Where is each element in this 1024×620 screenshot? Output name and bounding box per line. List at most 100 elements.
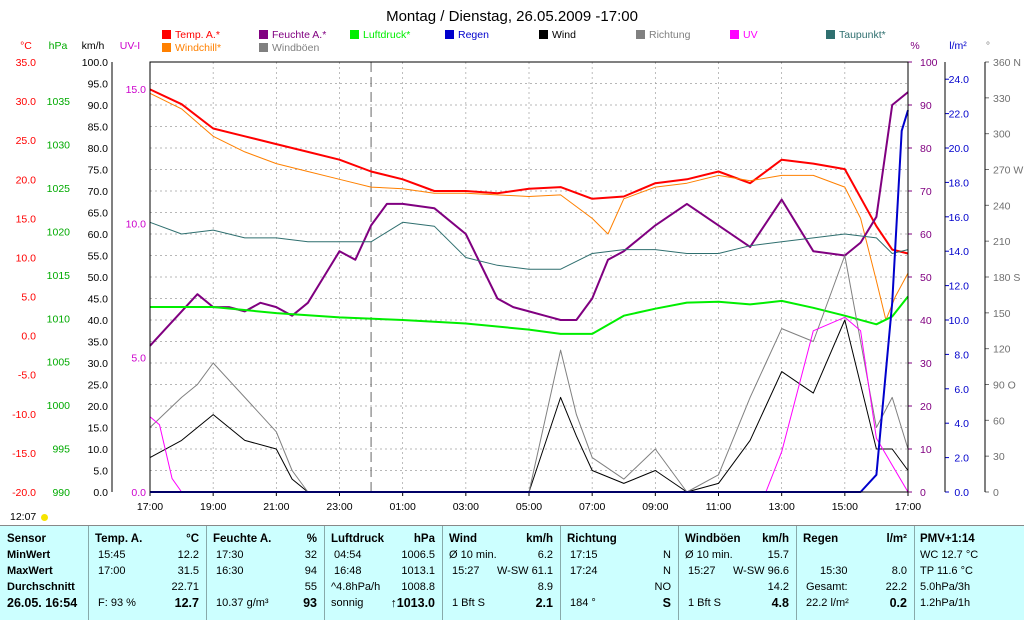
wind-max-time: 15:27 xyxy=(452,565,480,577)
plot-frame xyxy=(149,61,909,493)
pressure-extra: sonnig xyxy=(331,597,364,609)
y-tick-temp: 20.0 xyxy=(16,174,37,186)
y-tick-temp: 5.0 xyxy=(21,292,36,304)
wind-unit: km/h xyxy=(526,533,553,545)
legend-swatch xyxy=(259,43,268,52)
rain-val: 8.0 xyxy=(891,565,907,577)
y-tick-rain: 10.0 xyxy=(949,315,970,327)
y-tick-humidity: 40 xyxy=(920,315,932,327)
y-tick-humidity: 20 xyxy=(920,401,932,413)
grid xyxy=(150,62,908,492)
x-tick-label: 03:00 xyxy=(453,501,479,512)
direction-min: N xyxy=(663,549,671,561)
legend-swatch xyxy=(636,30,645,39)
y-tick-rain: 2.0 xyxy=(954,453,969,465)
series-feuchte-a xyxy=(149,91,909,347)
y-tick-pressure: 990 xyxy=(52,487,70,499)
y-tick-wind: 0.0 xyxy=(93,487,108,499)
chart-svg: Montag / Dienstag, 26.05.2009 -17:00 Tem… xyxy=(12,8,1023,512)
gusts-header: Windböen xyxy=(685,533,741,545)
y-tick-rain: 14.0 xyxy=(949,246,970,258)
humidity-header: Feuchte A. xyxy=(213,533,272,545)
direction-header: Richtung xyxy=(567,533,617,545)
gusts-block: Windböen km/h Ø 10 min. 15.7 15:27 W-SW 96.… xyxy=(678,526,797,620)
pmv-dewpoint: TP 11.6 °C xyxy=(920,565,973,577)
y-tick-direction: 300 xyxy=(993,129,1011,141)
y-tick-temp: 25.0 xyxy=(16,135,37,147)
y-tick-direction: 330 xyxy=(993,93,1011,105)
temp-max: 31.5 xyxy=(177,565,199,577)
legend-label: Temp. A.* xyxy=(175,29,220,41)
y-tick-wind: 20.0 xyxy=(88,401,109,413)
y-tick-temp: -20.0 xyxy=(12,487,36,499)
pressure-block: Luftdruck hPa 04:54 1006.5 16:48 1013.1 ^4.… xyxy=(324,526,443,620)
pmv-windchill: WC 12.7 °C xyxy=(920,549,979,561)
gusts-avg10-label: Ø 10 min. xyxy=(685,549,733,561)
y-tick-wind: 95.0 xyxy=(88,79,109,91)
rain-extra: 22.2 l/m² xyxy=(806,597,849,609)
legend-swatch xyxy=(730,30,739,39)
axis-unit-temp: °C xyxy=(20,40,32,52)
humidity-min: 32 xyxy=(304,549,317,561)
legend-swatch xyxy=(445,30,454,39)
rain-total: 22.2 xyxy=(885,581,907,593)
direction-extra: 184 ° xyxy=(570,597,596,609)
y-tick-humidity: 50 xyxy=(920,272,932,284)
y-tick-wind: 100.0 xyxy=(82,57,108,69)
legend-swatch xyxy=(162,30,171,39)
sensor-block: Sensor MinWert MaxWert Durchschnitt 26.0… xyxy=(0,526,89,620)
gusts-unit: km/h xyxy=(762,533,789,545)
direction-min-time: 17:15 xyxy=(570,549,598,561)
y-tick-wind: 60.0 xyxy=(88,229,109,241)
humidity-max: 94 xyxy=(304,565,317,577)
pressure-min: 1006.5 xyxy=(401,549,435,561)
x-tick-label: 13:00 xyxy=(769,501,795,512)
wind-now: 2.1 xyxy=(535,596,553,610)
temp-now: 12.7 xyxy=(174,596,199,610)
x-tick-label: 23:00 xyxy=(326,501,352,512)
row-label-avg: Durchschnitt xyxy=(7,581,75,593)
row-label-max: MaxWert xyxy=(7,565,53,577)
axis-unit-direction: ° xyxy=(986,40,990,52)
y-tick-direction: 210 xyxy=(993,236,1011,248)
pmv-trend-3h: 5.0hPa/3h xyxy=(920,581,971,593)
rain-now: 0.2 xyxy=(889,596,907,610)
temp-unit: °C xyxy=(186,533,199,545)
y-tick-wind: 75.0 xyxy=(88,165,109,177)
y-tick-wind: 55.0 xyxy=(88,251,109,263)
axes: -20.0 -15.0 -10.0 -5.0 0.0 5.0 10.0 15.0 20.0 25.… xyxy=(12,57,1023,499)
axis-unit-wind: km/h xyxy=(82,40,105,52)
current-date: 26.05. 16:54 xyxy=(7,596,78,610)
legend-label: Windchill* xyxy=(175,42,221,54)
legend-label: Wind xyxy=(552,29,576,41)
chart-title: Montag / Dienstag, 26.05.2009 -17:00 xyxy=(386,8,638,25)
axis-unit-headers: °C hPa km/h UV-I% l/m² ° xyxy=(20,40,990,52)
y-tick-humidity: 80 xyxy=(920,143,932,155)
gusts-max-time: 15:27 xyxy=(688,565,716,577)
temp-max-time: 17:00 xyxy=(98,565,126,577)
temp-min: 12.2 xyxy=(177,549,199,561)
rain-unit: l/m² xyxy=(886,533,907,545)
x-tick-label: 15:00 xyxy=(832,501,858,512)
y-tick-rain: 6.0 xyxy=(954,384,969,396)
y-tick-temp: 10.0 xyxy=(16,252,37,264)
y-tick-wind: 50.0 xyxy=(88,272,109,284)
series-temp-a xyxy=(149,88,909,255)
wind-max: W-SW 61.1 xyxy=(496,565,553,577)
gusts-avg: 14.2 xyxy=(767,581,789,593)
rain-time: 15:30 xyxy=(820,565,848,577)
wind-avg: 8.9 xyxy=(537,581,553,593)
y-tick-humidity: 70 xyxy=(920,186,932,198)
y-tick-wind: 45.0 xyxy=(88,294,109,306)
y-tick-temp: 0.0 xyxy=(21,331,36,343)
y-tick-humidity: 10 xyxy=(920,444,932,456)
y-tick-wind: 30.0 xyxy=(88,358,109,370)
series-luftdruck xyxy=(150,295,909,335)
y-tick-direction: 0 xyxy=(993,487,999,499)
y-tick-direction: 150 xyxy=(993,308,1011,320)
temp-extra: F: 93 % xyxy=(98,597,136,609)
y-tick-temp: -15.0 xyxy=(12,448,36,460)
temp-header: Temp. A. xyxy=(95,533,143,545)
rain-total-label: Gesamt: xyxy=(806,581,848,593)
direction-max: N xyxy=(663,565,671,577)
